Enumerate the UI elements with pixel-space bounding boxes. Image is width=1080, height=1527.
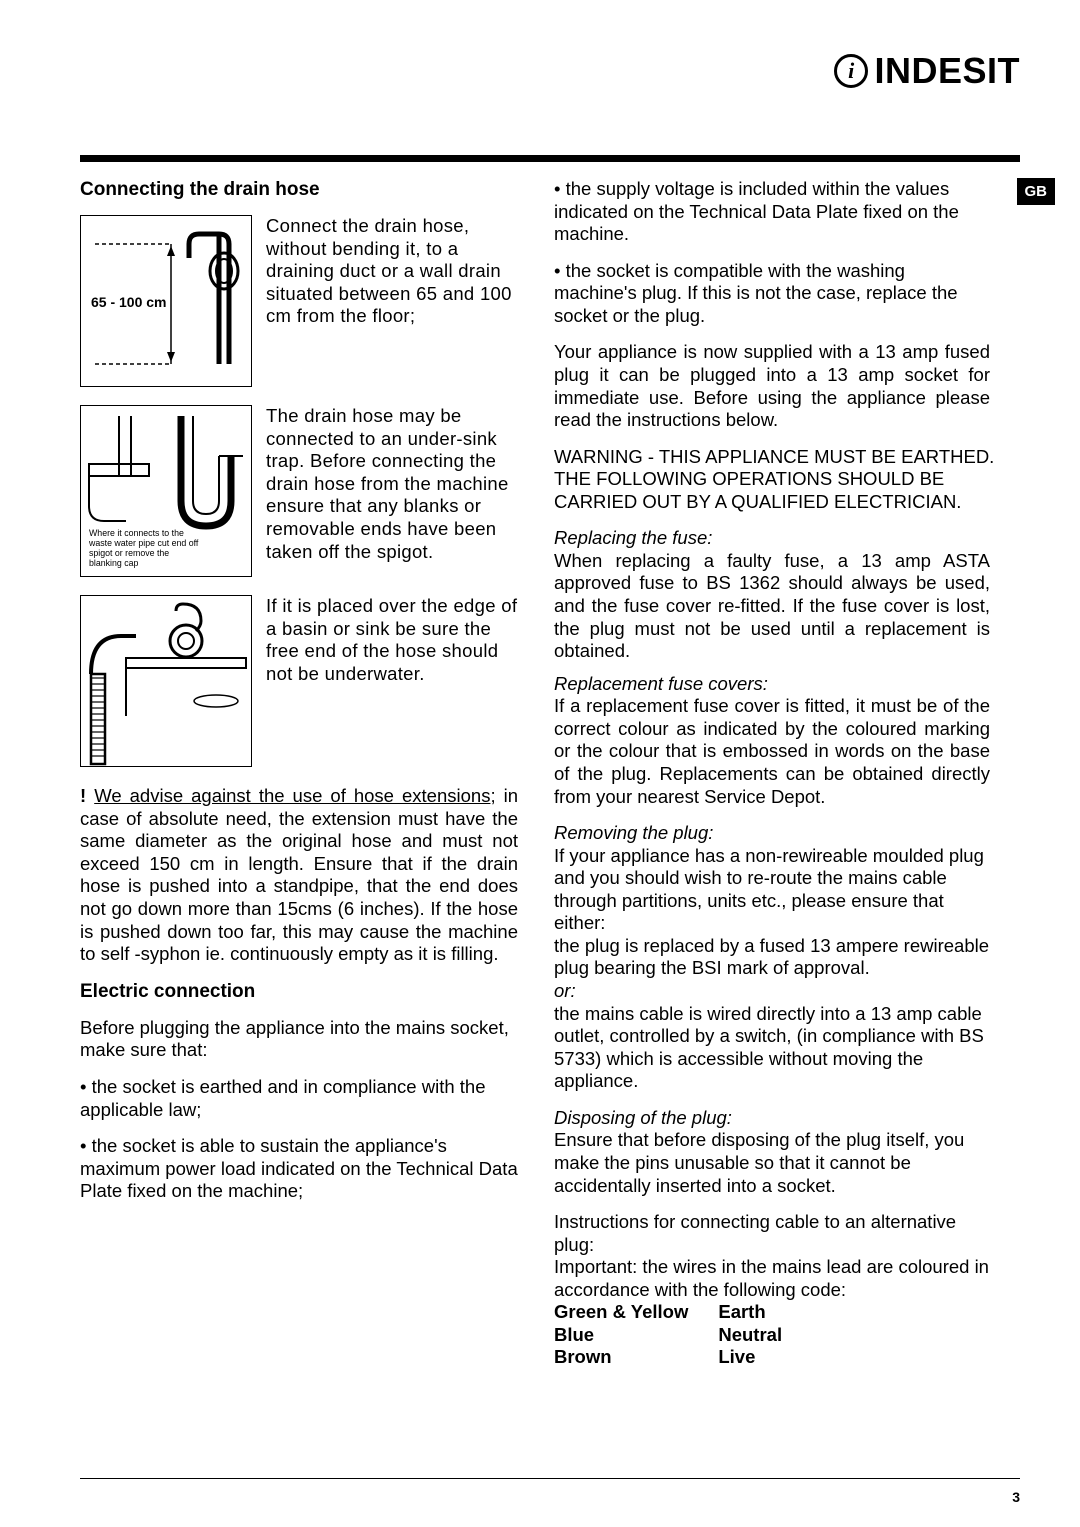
figure-3-text: If it is placed over the edge of a basin… <box>266 595 518 685</box>
basin-figure <box>80 595 252 767</box>
disposing-plug-heading: Disposing of the plug: <box>554 1107 990 1130</box>
removing-plug-heading: Removing the plug: <box>554 822 990 845</box>
electric-bullet-4: • the socket is compatible with the wash… <box>554 260 990 328</box>
fuse-cover-section: Replacement fuse covers: If a replacemen… <box>554 673 990 808</box>
replacing-fuse-text: When replacing a faulty fuse, a 13 amp A… <box>554 550 990 663</box>
brand-name: INDESIT <box>874 50 1020 92</box>
drain-height-figure: 65 - 100 cm <box>80 215 252 387</box>
wire-neutral: Neutral <box>718 1324 782 1347</box>
figure-2-text: The drain hose may be connected to an un… <box>266 405 518 563</box>
alt-plug-text2: Important: the wires in the mains lead a… <box>554 1256 990 1301</box>
wire-function-column: Earth Neutral Live <box>718 1301 782 1369</box>
hose-extension-warning: ! We advise against the use of hose exte… <box>80 785 518 966</box>
wire-green-yellow: Green & Yellow <box>554 1301 688 1324</box>
page-content: Connecting the drain hose 65 - 100 cm <box>80 178 990 1369</box>
earthing-warning: WARNING - THIS APPLIANCE MUST BE EARTHED… <box>554 446 990 514</box>
figure-3-row: If it is placed over the edge of a basin… <box>80 595 518 767</box>
drain-hose-heading: Connecting the drain hose <box>80 178 518 201</box>
fuse-cover-text: If a replacement fuse cover is fitted, i… <box>554 695 990 808</box>
fused-plug-info: Your appliance is now supplied with a 13… <box>554 341 990 431</box>
right-column: • the supply voltage is included within … <box>554 178 990 1369</box>
warning-mark: ! <box>80 785 86 806</box>
wire-brown: Brown <box>554 1346 688 1369</box>
replacing-fuse-heading: Replacing the fuse: <box>554 527 990 550</box>
electric-bullet-3: • the supply voltage is included within … <box>554 178 990 246</box>
language-badge: GB <box>1017 178 1056 205</box>
wire-colour-table: Green & Yellow Blue Brown Earth Neutral … <box>554 1301 990 1369</box>
electric-bullet-1: • the socket is earthed and in complianc… <box>80 1076 518 1121</box>
removing-plug-text3: the mains cable is wired directly into a… <box>554 1003 990 1093</box>
figure-1-label: 65 - 100 cm <box>91 294 167 311</box>
fuse-cover-heading: Replacement fuse covers: <box>554 673 990 696</box>
warn-line2: THE FOLLOWING OPERATIONS SHOULD BE CARRI… <box>554 468 961 512</box>
removing-plug-text2: the plug is replaced by a fused 13 amper… <box>554 935 990 980</box>
figure-1-row: 65 - 100 cm Connect the drain hose, with… <box>80 215 518 387</box>
brand-logo: i INDESIT <box>834 50 1020 92</box>
electric-bullet-2: • the socket is able to sustain the appl… <box>80 1135 518 1203</box>
removing-plug-text1: If your appliance has a non-rewireable m… <box>554 845 990 935</box>
figure-1-text: Connect the drain hose, without bending … <box>266 215 518 328</box>
wire-colour-column: Green & Yellow Blue Brown <box>554 1301 688 1369</box>
figure-2-small-text: Where it connects to the waste water pip… <box>89 529 204 568</box>
page-number: 3 <box>1012 1489 1020 1505</box>
alt-plug-text1: Instructions for connecting cable to an … <box>554 1211 990 1256</box>
disposing-plug-section: Disposing of the plug: Ensure that befor… <box>554 1107 990 1197</box>
wire-blue: Blue <box>554 1324 688 1347</box>
disposing-plug-text: Ensure that before disposing of the plug… <box>554 1129 990 1197</box>
footer-divider <box>80 1478 1020 1480</box>
warning-rest: ; in case of absolute need, the extensio… <box>80 785 518 964</box>
removing-plug-section: Removing the plug: If your appliance has… <box>554 822 990 1093</box>
or-text: or: <box>554 980 990 1003</box>
under-sink-figure: Where it connects to the waste water pip… <box>80 405 252 577</box>
warn-line1: WARNING - THIS APPLIANCE MUST BE EARTHED… <box>554 446 994 467</box>
wire-live: Live <box>718 1346 782 1369</box>
basin-svg <box>81 596 251 766</box>
replacing-fuse-section: Replacing the fuse: When replacing a fau… <box>554 527 990 662</box>
figure-2-row: Where it connects to the waste water pip… <box>80 405 518 577</box>
wire-earth: Earth <box>718 1301 782 1324</box>
electric-connection-heading: Electric connection <box>80 980 518 1003</box>
header-divider <box>80 155 1020 162</box>
left-column: Connecting the drain hose 65 - 100 cm <box>80 178 518 1369</box>
electric-intro: Before plugging the appliance into the m… <box>80 1017 518 1062</box>
warning-underlined: We advise against the use of hose extens… <box>94 785 490 806</box>
alt-plug-instructions: Instructions for connecting cable to an … <box>554 1211 990 1301</box>
logo-icon: i <box>834 54 868 88</box>
